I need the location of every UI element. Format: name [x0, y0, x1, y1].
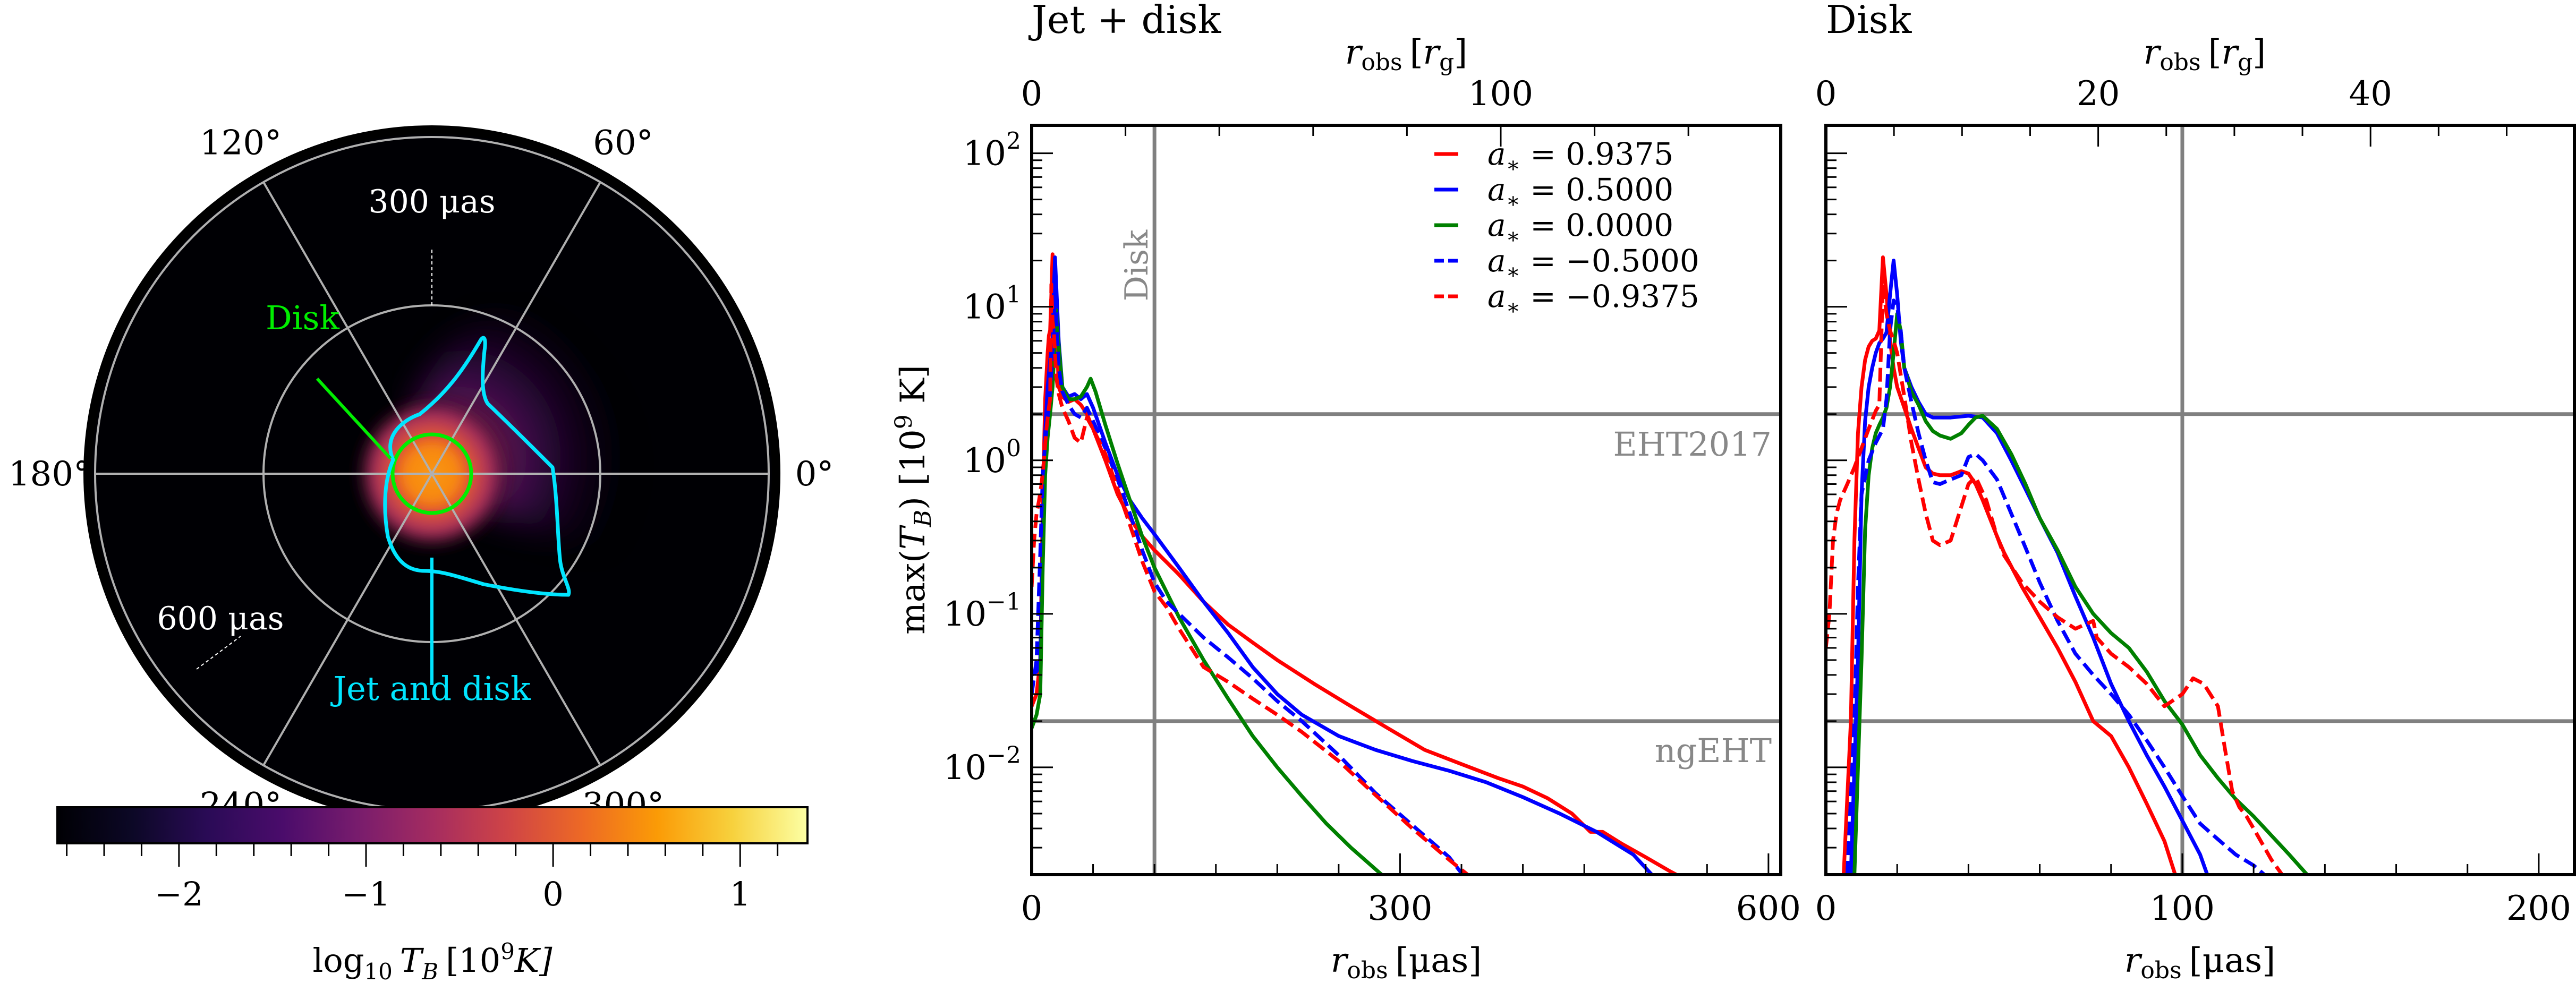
ngeht-hline-label: ngEHT [1655, 731, 1772, 770]
colorbar-tick-label: −1 [342, 875, 390, 913]
x-tick-label: 0 [1815, 889, 1837, 928]
jet-disk-panel: Jet + disk robs [rg] robs [μas] max(TB) [1… [890, 0, 1801, 983]
x-tick-label: 600 [1736, 889, 1801, 928]
disk-region-circle [390, 432, 473, 515]
polar-spoke-120 [262, 181, 433, 474]
disk-x-axis-label: robs [μas] [2124, 941, 2275, 983]
series-line-dashed-4 [1032, 282, 1469, 875]
jet-disk-panel-title: Jet + disk [1028, 0, 1222, 42]
top-tick-label: 0 [1815, 74, 1837, 114]
polar-spoke-60 [431, 181, 601, 474]
series-line-solid-0 [1032, 252, 1678, 875]
disk-top-axis-label: robs [rg] [2144, 33, 2266, 76]
x-tick-label: 300 [1367, 889, 1432, 928]
polar-angle-labels: 0°60°120°180°240° 300° [8, 123, 834, 825]
colorbar-label: log10 TB [109K] [313, 938, 553, 983]
polar-angle-label-60: 60° [593, 123, 653, 163]
polar-angle-label-180: 180° [8, 455, 90, 494]
colorbar-tick-label: 1 [730, 875, 751, 913]
disk-series [1826, 255, 2309, 875]
series-line-dashed-4 [1826, 282, 2284, 875]
jet-disk-reference-lines [1032, 125, 1781, 875]
colorbar-tick-label: 0 [542, 875, 563, 913]
y-tick-label: 100 [963, 435, 1021, 481]
x-tick-label: 100 [2150, 889, 2215, 928]
jet-and-disk-annotation-label: Jet and disk [330, 669, 531, 708]
legend-label: a∗ = 0.5000 [1487, 172, 1673, 213]
x-tick-label: 200 [2506, 889, 2571, 928]
legend-label: a∗ = 0.0000 [1487, 207, 1673, 249]
polar-spoke-300 [431, 473, 601, 766]
series-line-solid-0 [1842, 255, 2177, 875]
polar-angle-label-120: 120° [200, 123, 282, 163]
y-tick-label: 10−2 [943, 742, 1021, 788]
polar-image-panel: Disk Jet and disk 300 μas 600 μas 0° 60° 1… [8, 123, 834, 825]
disk-annotation-label: Disk [266, 298, 339, 337]
top-tick-label: 100 [1468, 74, 1533, 114]
top-tick-label: 40 [2349, 74, 2392, 114]
colorbar-tick-label: −2 [155, 875, 203, 913]
eht2017-hline-label: EHT2017 [1613, 425, 1772, 464]
jet-disk-series [1032, 252, 1678, 875]
disk-annotation-leader [316, 377, 392, 460]
jet-disk-axes: 0 300 600 0 100 10−2 10−1 100 101 102 [943, 74, 1801, 928]
x-tick-label: 0 [1021, 889, 1043, 928]
series-line-solid-2 [1852, 312, 2309, 875]
series-line-solid-1 [1032, 255, 1653, 875]
disk-reference-lines [1826, 125, 2574, 875]
legend-label: a∗ = −0.9375 [1487, 278, 1699, 320]
polar-grid [94, 136, 770, 811]
colorbar-gradient [56, 806, 809, 844]
polar-spoke-240 [262, 473, 433, 766]
colorbar: −2 −1 0 1 log10 TB [109K] [56, 806, 809, 983]
top-tick-label: 20 [2077, 74, 2120, 114]
legend-label: a∗ = 0.9375 [1487, 136, 1673, 177]
jet-disk-x-axis-label: robs [μas] [1331, 941, 1482, 983]
ring-600-label: 600 μas [157, 600, 284, 637]
disk-axes: 0 100 200 0 20 40 [1815, 74, 2576, 928]
y-tick-label: 10−1 [943, 588, 1021, 634]
jet-and-disk-contour [383, 336, 571, 597]
y-tick-label: 101 [963, 281, 1021, 327]
series-line-dashed-3 [1845, 298, 2266, 875]
y-tick-label: 102 [963, 128, 1021, 174]
disk-panel-title: Disk [1826, 0, 1912, 42]
series-line-dashed-3 [1032, 295, 1465, 875]
colorbar-ticks: −2 −1 0 1 [66, 844, 779, 913]
jet-disk-y-axis-label: max(TB) [109 K] [890, 365, 937, 635]
top-tick-label: 0 [1021, 74, 1043, 114]
polar-angle-label-0: 0° [795, 455, 834, 494]
legend-label: a∗ = −0.5000 [1487, 243, 1699, 284]
jet-disk-top-axis-label: robs [rg] [1345, 33, 1468, 76]
series-line-solid-2 [1032, 308, 1383, 875]
series-line-solid-1 [1849, 259, 2209, 875]
disk-panel: Disk robs [rg] robs [μas] 0 100 200 0 20 40 [1815, 0, 2576, 983]
axes-frame [1824, 124, 2576, 876]
disk-vline-label: Disk [1118, 229, 1155, 301]
ring-300-label: 300 μas [368, 183, 495, 220]
